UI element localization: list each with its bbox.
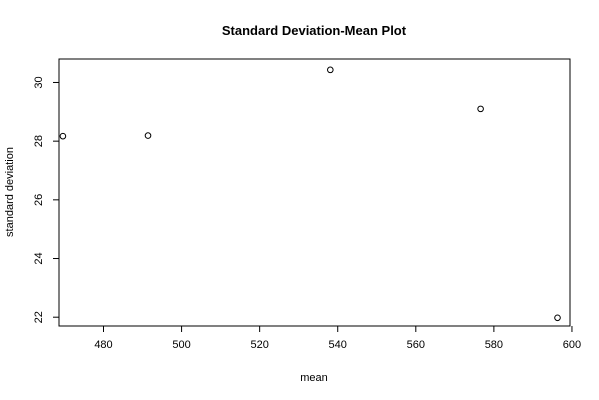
y-axis-label: standard deviation	[4, 147, 16, 237]
plot-frame	[58, 58, 571, 327]
data-points	[59, 66, 561, 322]
data-point	[477, 105, 484, 113]
data-point	[554, 314, 561, 322]
x-tick-label: 500	[172, 339, 190, 351]
x-tick-label: 480	[94, 339, 112, 351]
x-tick-label: 600	[563, 339, 581, 351]
y-tick-label: 28	[33, 135, 45, 147]
x-tick-label: 540	[329, 339, 347, 351]
x-tick-label: 580	[485, 339, 503, 351]
y-tick-label: 26	[33, 194, 45, 206]
y-tick-label: 22	[33, 311, 45, 323]
x-tick-label: 560	[407, 339, 425, 351]
y-tick-label: 24	[33, 252, 45, 264]
chart-title: Standard Deviation-Mean Plot	[222, 23, 407, 38]
x-axis-label: mean	[300, 372, 328, 384]
y-tick-label: 30	[33, 76, 45, 88]
data-point	[327, 66, 334, 74]
data-point	[59, 132, 67, 140]
x-axis: 480 500 520 540 560 580 600	[94, 326, 581, 351]
x-tick-label: 520	[250, 339, 268, 351]
y-axis: 22 24 26 28 30	[33, 76, 59, 323]
data-point	[144, 132, 152, 139]
